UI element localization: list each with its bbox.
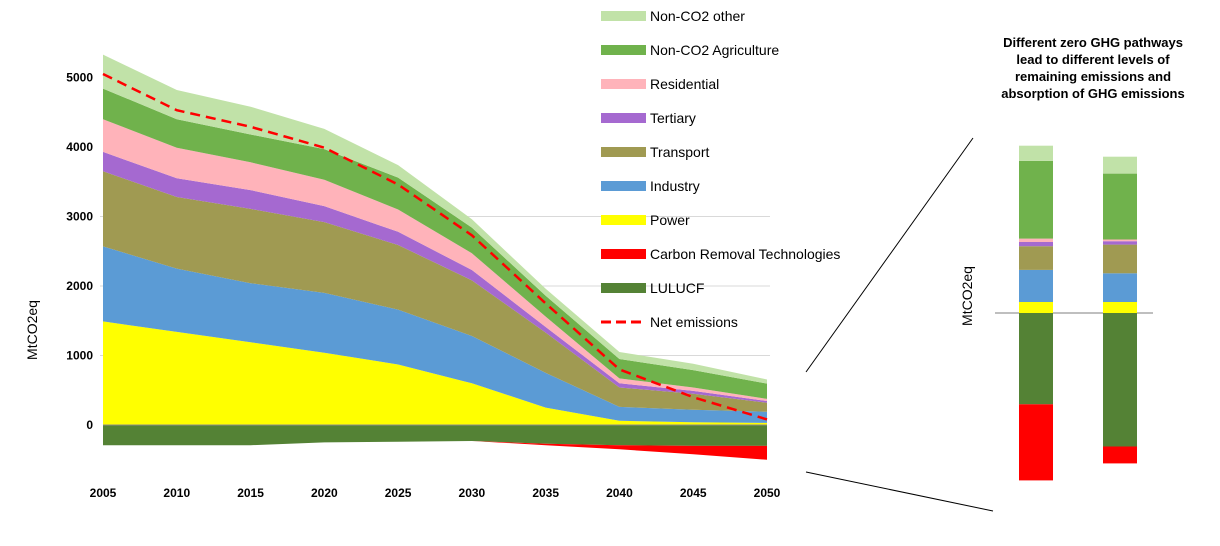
bar-segment-lulucf [1019,313,1053,405]
y-tick-label: 2000 [66,279,93,293]
bar-segment-power [1019,302,1053,313]
legend-swatch [601,11,646,21]
bar-segment-carbon-removal-technologies [1019,404,1053,481]
legend-label: LULUCF [650,280,704,296]
axes: 2005 2010 2015 2020 2025 2030 2035 2040 2045 2050… [66,71,780,501]
net-emissions-line [102,72,768,421]
callout-line: absorption of GHG emissions [1001,86,1184,101]
x-tick-label: 2035 [532,486,559,500]
legend-item-industry: Industry [601,178,700,194]
area-industry [103,246,767,423]
area-tertiary [103,151,767,403]
bar-segment-industry [1019,269,1053,302]
legend-item-transport: Transport [601,144,710,160]
legend-item-lulucf: LULUCF [601,280,704,296]
net-emissions-line-group [102,72,768,421]
legend-item-non-co2-agriculture: Non-CO2 Agriculture [601,42,779,58]
area-power [103,321,767,425]
legend-item-net-emissions: Net emissions [601,314,738,330]
legend-item-non-co2-other: Non-CO2 other [601,8,745,24]
legend-swatch [601,79,646,89]
bar-segment-residential [1019,238,1053,242]
legend-label: Non-CO2 Agriculture [650,42,779,58]
zoom-line-lower [805,471,994,512]
legend-swatch [601,45,646,55]
x-tick-label: 2050 [754,486,781,500]
legend-swatch [601,181,646,191]
y-tick-label: 1000 [66,349,93,363]
bar-segment-lulucf [1103,313,1137,447]
bar-segment-non-co2-other [1103,156,1137,174]
area-residential [103,119,767,401]
legend-item-power: Power [601,212,690,228]
bar-y-axis-label: MtCO2eq [959,266,975,326]
legend-item-carbon-removal-technologies: Carbon Removal Technologies [601,246,840,262]
y-tick-label: 3000 [66,210,93,224]
bar-segment-carbon-removal-technologies [1103,446,1137,464]
legend-item-residential: Residential [601,76,719,92]
legend-swatch [601,283,646,293]
legend-item-tertiary: Tertiary [601,110,696,126]
bar-segment-non-co2-agriculture [1019,160,1053,239]
x-tick-label: 2040 [606,486,633,500]
callout-line: Different zero GHG pathways [1003,35,1183,50]
x-tick-label: 2045 [680,486,707,500]
x-tick-label: 2025 [385,486,412,500]
zoom-line-upper [805,137,974,373]
legend: Non-CO2 other Non-CO2 Agriculture Resident… [601,8,840,330]
legend-label: Transport [650,144,710,160]
bar-segment-non-co2-agriculture [1103,173,1137,240]
y-tick-label: 5000 [66,71,93,85]
area-non-co2-other [103,54,767,384]
callout-title: Different zero GHG pathways lead to diffe… [1001,35,1184,101]
y-axis-label: MtCO2eq [24,300,40,360]
bar-segment-residential [1103,239,1137,242]
legend-swatch [601,215,646,225]
area-non-co2-agriculture [103,88,767,399]
legend-swatch [601,147,646,157]
bar-segment-transport [1019,246,1053,270]
x-tick-label: 2005 [90,486,117,500]
legend-label: Tertiary [650,110,696,126]
bar-segment-transport [1103,244,1137,274]
legend-label: Power [650,212,690,228]
x-tick-label: 2015 [237,486,264,500]
stacked-areas [103,54,767,460]
legend-swatch [601,249,646,259]
legend-label: Industry [650,178,700,194]
y-tick-label: 4000 [66,140,93,154]
area-transport [103,171,767,412]
bar-segment-industry [1103,273,1137,302]
x-tick-label: 2030 [459,486,486,500]
bar-segment-tertiary [1019,242,1053,247]
bar-segment-power [1103,302,1137,313]
callout-line: remaining emissions and [1015,69,1171,84]
callout-line: lead to different levels of [1016,52,1170,67]
legend-swatch [601,113,646,123]
area-lulucf [103,425,767,446]
legend-label: Net emissions [650,314,738,330]
bar-segment-tertiary [1103,241,1137,245]
zoom-connector-lines [805,137,994,512]
x-tick-label: 2020 [311,486,338,500]
area-carbon-removal-technologies [103,441,767,460]
x-tick-label: 2010 [163,486,190,500]
legend-label: Carbon Removal Technologies [650,246,840,262]
legend-label: Residential [650,76,719,92]
legend-label: Non-CO2 other [650,8,745,24]
pathway-bars [995,145,1153,481]
y-tick-label: 0 [86,418,93,432]
bar-segment-non-co2-other [1019,145,1053,161]
